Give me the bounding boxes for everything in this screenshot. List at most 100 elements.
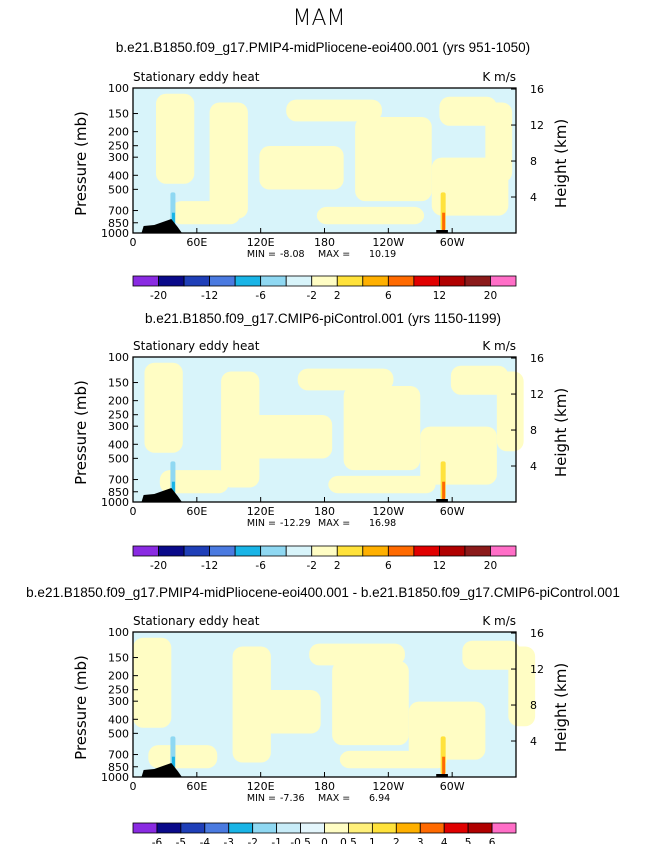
y-tick-label: 700	[108, 474, 129, 487]
y-tick-label: 850	[108, 217, 129, 230]
colorbar-label: -6	[152, 837, 163, 844]
x-tick-label: 120E	[247, 505, 275, 518]
y-tick-label: 850	[108, 486, 129, 499]
colorbar-label: -20	[150, 560, 167, 572]
x-tick-label: 120W	[372, 780, 404, 793]
colorbar-box	[387, 275, 415, 287]
positive-region	[316, 206, 425, 225]
min-value: -8.08	[280, 249, 305, 260]
colorbar-box	[183, 545, 210, 557]
colorbar-box	[438, 545, 466, 557]
colorbar-label: 2	[393, 837, 400, 844]
y-right-tick-label: 12	[530, 663, 544, 676]
y-tick-label: 500	[108, 183, 129, 196]
colorbar-box	[443, 822, 469, 834]
colorbar-label: -0.5	[290, 837, 311, 844]
y-tick-label: 300	[108, 151, 129, 164]
left-string: Stationary eddy heat	[133, 70, 260, 84]
y-tick-label: 100	[108, 351, 129, 364]
colorbar-box	[311, 275, 338, 287]
colorbar-box	[234, 275, 262, 287]
y-tick-label: 400	[108, 438, 129, 451]
y-tick-label: 100	[108, 626, 129, 639]
y-right-tick-label: 8	[530, 155, 537, 168]
right-string: K m/s	[482, 70, 516, 84]
x-tick-label: 60E	[186, 780, 207, 793]
colorbar-box	[158, 545, 185, 557]
colorbar-box	[467, 822, 493, 834]
positive-region	[209, 102, 248, 219]
topography	[436, 774, 448, 777]
positive-region	[133, 637, 172, 728]
colorbar-box	[285, 545, 313, 557]
y-tick-label: 1000	[101, 496, 129, 509]
colorbar-label: 12	[433, 560, 446, 572]
y-right-tick-label: 4	[530, 735, 537, 748]
topography	[141, 488, 182, 502]
colorbar-label: -5	[176, 837, 186, 844]
colorbar-box	[464, 545, 491, 557]
colorbar-box	[336, 275, 364, 287]
colorbar-box	[387, 545, 415, 557]
colorbar-box	[490, 545, 517, 557]
colorbar-box	[311, 545, 338, 557]
colorbar-label: -1	[271, 837, 281, 844]
positive-region	[236, 690, 321, 734]
colorbar-label: -2	[306, 290, 316, 302]
colorbar-box	[491, 822, 517, 834]
colorbar-label: 6	[385, 290, 392, 302]
colorbar-box	[300, 822, 325, 834]
min-value: -12.29	[280, 518, 311, 529]
x-tick-label: 120E	[247, 780, 275, 793]
y-tick-label: 700	[108, 205, 129, 218]
colorbar-box	[348, 822, 373, 834]
colorbar-label: -2	[306, 560, 316, 572]
y-right-axis-title: Height (km)	[552, 663, 570, 752]
colorbar-box	[260, 275, 287, 287]
x-tick-label: 120E	[247, 236, 275, 249]
y-tick-label: 500	[108, 452, 129, 465]
colorbar-label: 4	[441, 837, 448, 844]
topography	[141, 763, 182, 777]
colorbar-box	[234, 545, 262, 557]
colorbar-box	[252, 822, 278, 834]
positive-region	[221, 371, 260, 488]
y-tick-label: 200	[108, 670, 129, 683]
x-tick-label: 0	[130, 780, 137, 793]
x-tick-label: 0	[130, 505, 137, 518]
colorbar-box	[324, 822, 349, 834]
panel-3: b.e21.B1850.f09_g17.PMIP4-midPliocene-eo…	[26, 585, 620, 844]
positive-region	[439, 96, 497, 126]
positive-region	[155, 93, 195, 184]
x-tick-label: 60E	[186, 505, 207, 518]
colorbar-box	[464, 275, 491, 287]
positive-region	[286, 99, 382, 122]
y-tick-label: 400	[108, 169, 129, 182]
y-right-tick-label: 12	[530, 119, 544, 132]
positive-region	[144, 362, 183, 453]
y-tick-label: 400	[108, 713, 129, 726]
colorbar-label: 12	[433, 290, 446, 302]
y-tick-label: 300	[108, 420, 129, 433]
positive-region	[247, 415, 333, 459]
x-tick-label: 180	[314, 780, 335, 793]
colorbar-box	[362, 545, 389, 557]
colorbar-label: 0	[321, 837, 328, 844]
y-axis-title: Pressure (mb)	[72, 111, 90, 216]
max-value: 16.98	[369, 518, 396, 529]
colorbar-box	[413, 275, 440, 287]
panel-1: b.e21.B1850.f09_g17.PMIP4-midPliocene-eo…	[72, 40, 570, 302]
colorbar-box	[419, 822, 445, 834]
left-string: Stationary eddy heat	[133, 339, 260, 353]
colorbar-label: -12	[201, 560, 218, 572]
y-tick-label: 250	[108, 140, 129, 153]
positive-region	[339, 750, 448, 769]
x-tick-label: 60W	[440, 780, 465, 793]
streak-core	[442, 212, 446, 231]
y-axis-title: Pressure (mb)	[72, 655, 90, 760]
positive-region	[343, 386, 421, 471]
min-value: -7.36	[280, 793, 305, 804]
max-label: MAX =	[318, 518, 350, 529]
x-tick-label: 0	[130, 236, 137, 249]
